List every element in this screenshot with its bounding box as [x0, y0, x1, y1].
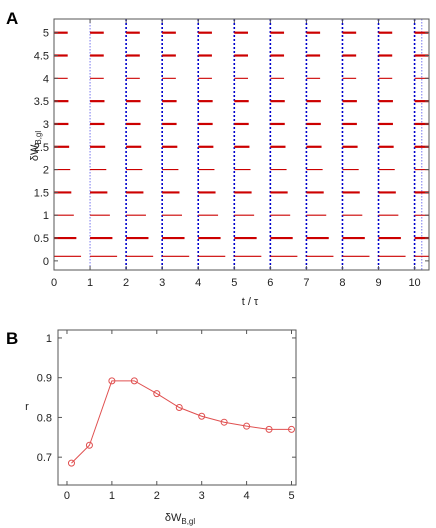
x-tick-label: 0: [64, 490, 70, 502]
panel-a: A 0 1 2 3 4 5 6 7 8 9 10 0 0.5 1 1.5 2 2.5 3 3.5 4 4.5 5 t / …: [6, 9, 430, 308]
data-point: [175, 404, 183, 411]
data-point: [153, 390, 161, 398]
panel-b: B 0 1 2 3 4 5 0.7 0.8 0.9 1 δWB,gl r: [6, 329, 297, 526]
x-tick-label: 3: [159, 277, 165, 289]
y-tick-label: 0.5: [34, 233, 49, 245]
x-tick-label: 9: [375, 277, 381, 289]
panel-a-y-label-sub: B,gl: [34, 131, 43, 145]
y-tick-label: 1: [46, 333, 52, 345]
x-tick-label: 3: [199, 490, 205, 502]
panel-b-frame: [57, 329, 297, 486]
panel-b-plot-area: 0 1 2 3 4 5 0.7 0.8 0.9 1: [37, 330, 296, 502]
x-tick-label: 5: [231, 277, 237, 289]
x-tick-label: 5: [288, 490, 294, 502]
svg-text:δWB,gl: δWB,gl: [29, 131, 43, 162]
y-tick-label: 0.9: [37, 373, 52, 385]
svg-text:δWB,gl: δWB,gl: [165, 512, 196, 526]
panel-a-y-axis-label: δWB,gl: [29, 131, 43, 162]
y-tick-label: 1: [43, 210, 49, 222]
data-point: [67, 459, 75, 467]
x-tick-label: 10: [408, 277, 420, 289]
data-point: [243, 422, 251, 430]
panel-a-frame: [53, 18, 430, 271]
data-point: [130, 377, 138, 385]
y-tick-label: 2: [43, 165, 49, 177]
panel-b-x-label-sub: B,gl: [181, 517, 195, 526]
x-tick-label: 2: [123, 277, 129, 289]
panel-a-plot-area: 0 1 2 3 4 5 6 7 8 9 10 0 0.5 1 1.5 2 2.5 3 3.5 4 4.5 5: [34, 19, 429, 289]
series-line: [71, 380, 292, 464]
y-tick-label: 0.8: [37, 412, 52, 424]
panel-b-x-label-main: δW: [165, 512, 182, 524]
data-point: [288, 425, 296, 433]
data-point: [265, 425, 273, 433]
x-tick-label: 2: [154, 490, 160, 502]
y-tick-label: 4: [43, 73, 49, 85]
y-tick-label: 2.5: [34, 142, 49, 154]
panel-a-y-label-main: δW: [29, 144, 41, 161]
x-tick-label: 8: [339, 277, 345, 289]
y-tick-label: 3.5: [34, 96, 49, 108]
y-tick-label: 4.5: [34, 51, 49, 63]
panel-b-label: B: [6, 329, 18, 348]
y-tick-label: 0.7: [37, 452, 52, 464]
x-tick-label: 1: [109, 490, 115, 502]
y-tick-label: 1.5: [34, 187, 49, 199]
x-tick-label: 1: [87, 277, 93, 289]
x-tick-label: 0: [51, 277, 57, 289]
data-point: [85, 441, 93, 449]
y-tick-label: 3: [43, 119, 49, 131]
panel-b-y-axis-label: r: [25, 401, 29, 413]
data-point: [198, 412, 206, 420]
panel-a-label: A: [6, 9, 18, 28]
y-tick-label: 5: [43, 28, 49, 40]
x-tick-label: 7: [303, 277, 309, 289]
data-point: [220, 418, 228, 426]
panel-a-x-axis-label: t / τ: [242, 296, 259, 308]
x-tick-label: 4: [244, 490, 250, 502]
data-point: [108, 377, 116, 385]
x-tick-label: 4: [195, 277, 201, 289]
x-tick-label: 6: [267, 277, 273, 289]
panel-b-x-axis-label: δWB,gl: [165, 512, 196, 526]
y-tick-label: 0: [43, 256, 49, 268]
